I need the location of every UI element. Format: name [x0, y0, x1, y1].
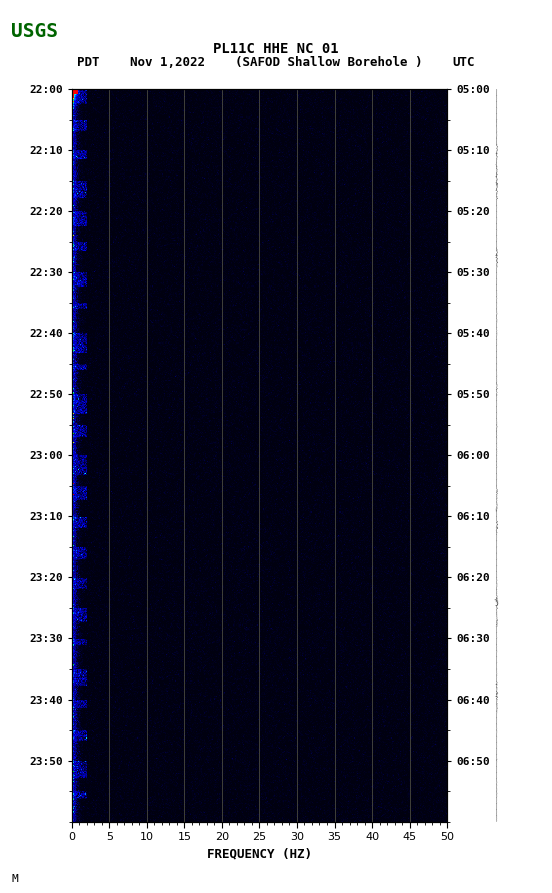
Text: M: M: [11, 874, 18, 884]
Text: Nov 1,2022    (SAFOD Shallow Borehole ): Nov 1,2022 (SAFOD Shallow Borehole ): [130, 56, 422, 69]
Text: UTC: UTC: [453, 56, 475, 69]
Text: USGS: USGS: [11, 22, 58, 41]
X-axis label: FREQUENCY (HZ): FREQUENCY (HZ): [207, 847, 312, 861]
Text: PDT: PDT: [77, 56, 100, 69]
Text: PL11C HHE NC 01: PL11C HHE NC 01: [213, 42, 339, 56]
